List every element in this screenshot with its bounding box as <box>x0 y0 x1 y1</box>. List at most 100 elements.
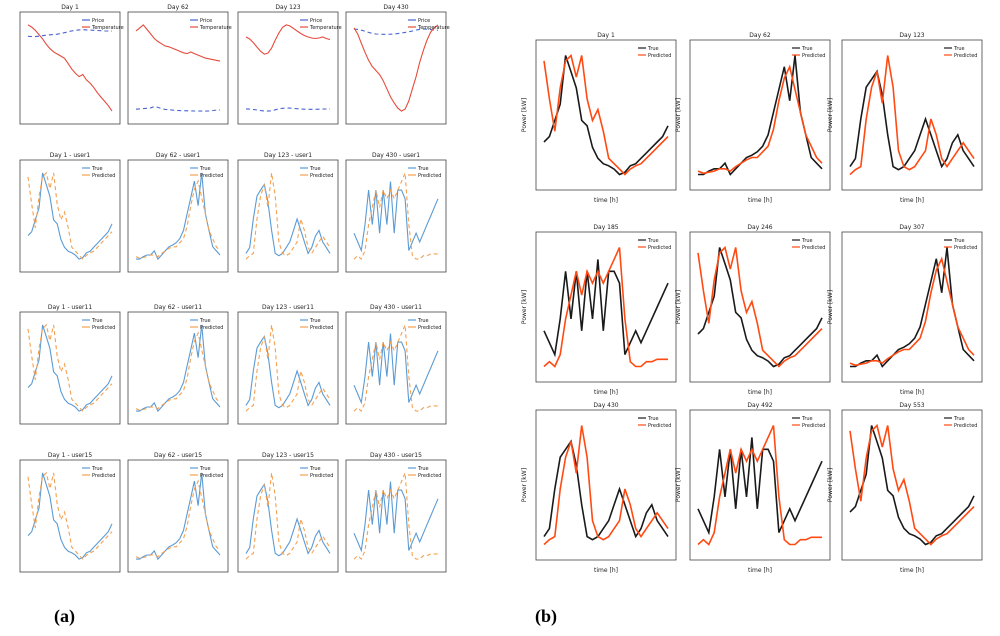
subplot-title: Day 123 - user1 <box>264 152 312 159</box>
legend-label: Predicted <box>648 423 671 429</box>
series-line <box>245 324 331 412</box>
subplot-title: Day 62 <box>167 4 189 11</box>
subplot-title: Day 1 <box>61 4 79 11</box>
legend-label: True <box>417 466 429 472</box>
subplot-title: Day 1 - user11 <box>48 304 92 311</box>
x-axis-label: time [h] <box>900 567 924 574</box>
x-axis-label: time [h] <box>748 197 772 204</box>
series-line <box>353 172 438 261</box>
legend-label: Predicted <box>200 325 223 331</box>
y-axis-label: Power [kW] <box>521 290 528 324</box>
series-line <box>135 105 221 112</box>
series-line <box>245 182 331 257</box>
subplot-title: Day 1 <box>597 32 615 39</box>
legend-label: Predicted <box>92 173 115 179</box>
series-line <box>849 256 975 367</box>
legend-label: Predicted <box>954 245 977 251</box>
x-axis-label: time [h] <box>748 567 772 574</box>
series-line <box>543 247 668 368</box>
subplot-title: Day 123 - user15 <box>262 452 314 459</box>
legend-label: Predicted <box>200 173 223 179</box>
subplot-title: Day 62 - user15 <box>154 452 202 459</box>
legend-label: Temperature <box>91 25 124 31</box>
legend-label: True <box>417 166 429 172</box>
legend-label: Predicted <box>954 53 977 59</box>
series-line <box>245 472 331 560</box>
subplot-title: Day 1 - user1 <box>50 152 91 159</box>
series-line <box>697 425 822 546</box>
legend-label: True <box>647 416 659 422</box>
legend-label: Price <box>92 18 104 24</box>
subplot-title: Day 123 <box>275 4 300 11</box>
subplot-title: Day 430 - user1 <box>372 152 420 159</box>
subplot-title: Day 430 - user11 <box>370 304 422 311</box>
series-line <box>27 24 113 112</box>
legend-label: Price <box>310 18 322 24</box>
series-line <box>245 482 331 557</box>
legend-label: Predicted <box>648 53 671 59</box>
y-axis-label: Power [kW] <box>521 98 528 132</box>
panel-label-a: (a) <box>54 606 75 626</box>
series-line <box>543 439 669 541</box>
legend-label: Predicted <box>310 325 333 331</box>
legend-label: Predicted <box>310 173 333 179</box>
series-line <box>135 331 221 411</box>
series-line <box>245 334 331 409</box>
legend-label: True <box>199 318 211 324</box>
legend-label: Predicted <box>802 423 825 429</box>
series-line <box>27 29 113 38</box>
legend-label: Predicted <box>92 325 115 331</box>
series-line <box>849 69 975 171</box>
subplot-title: Day 1 - user15 <box>48 452 92 459</box>
legend-label: Predicted <box>310 473 333 479</box>
legend-label: True <box>91 318 103 324</box>
series-line <box>697 245 823 368</box>
series-line <box>245 172 331 260</box>
x-axis-label: time [h] <box>594 389 618 396</box>
legend-label: True <box>801 416 813 422</box>
subplot-title: Day 62 - user11 <box>154 304 202 311</box>
series-line <box>849 55 975 176</box>
x-axis-label: time [h] <box>900 197 924 204</box>
series-line <box>697 64 823 175</box>
legend-label: True <box>309 166 321 172</box>
series-line <box>543 259 669 358</box>
series-line <box>135 179 221 259</box>
y-axis-label: Power [kW] <box>827 468 834 502</box>
legend-label: Predicted <box>802 245 825 251</box>
subplot-title: Day 492 <box>747 402 772 409</box>
legend-label: True <box>953 416 965 422</box>
legend-label: Predicted <box>418 473 441 479</box>
y-axis-label: Power [kW] <box>675 468 682 502</box>
legend-label: True <box>309 466 321 472</box>
series-line <box>245 24 331 55</box>
series-line <box>697 437 823 536</box>
x-axis-label: time [h] <box>748 389 772 396</box>
legend-label: True <box>91 166 103 172</box>
series-line <box>353 324 438 413</box>
series-line <box>353 481 439 553</box>
series-line <box>135 479 221 559</box>
subplot-title: Day 430 <box>383 4 408 11</box>
series-line <box>135 24 221 62</box>
subplot-title: Day 430 - user15 <box>370 452 422 459</box>
legend-label: True <box>647 238 659 244</box>
series-line <box>849 423 975 546</box>
legend-label: Temperature <box>417 25 450 31</box>
